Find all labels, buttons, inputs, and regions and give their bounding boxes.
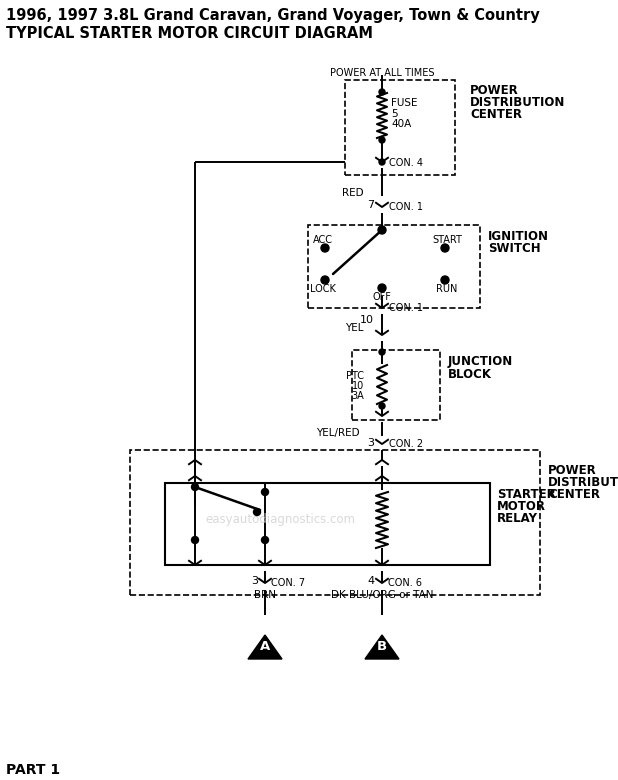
Text: DISTRIBUTION: DISTRIBUTION [470,95,565,108]
Text: 3: 3 [367,438,374,448]
Text: DISTRIBUTION: DISTRIBUTION [548,476,618,488]
Circle shape [378,226,386,234]
Text: CON. 2: CON. 2 [389,439,423,449]
Circle shape [379,403,385,409]
Text: JUNCTION: JUNCTION [448,356,514,368]
Text: YEL: YEL [345,323,364,333]
Circle shape [379,89,385,95]
Text: LOCK: LOCK [310,284,336,294]
Text: 1996, 1997 3.8L Grand Caravan, Grand Voyager, Town & Country: 1996, 1997 3.8L Grand Caravan, Grand Voy… [6,8,540,23]
Text: PTC: PTC [346,371,364,381]
Circle shape [379,159,385,165]
Text: MOTOR: MOTOR [497,501,546,513]
Text: FUSE: FUSE [391,98,418,108]
Text: STARTER: STARTER [497,488,556,502]
Text: TYPICAL STARTER MOTOR CIRCUIT DIAGRAM: TYPICAL STARTER MOTOR CIRCUIT DIAGRAM [6,26,373,41]
Circle shape [261,537,268,544]
Text: BRN: BRN [254,590,276,600]
Text: PART 1: PART 1 [6,763,60,777]
Text: OFF: OFF [373,292,391,302]
Text: 3A: 3A [351,391,364,401]
Text: POWER AT ALL TIMES: POWER AT ALL TIMES [330,68,434,78]
Circle shape [192,537,198,544]
Bar [345,80,455,175]
Text: 7: 7 [367,200,374,210]
Text: CON. 7: CON. 7 [271,578,305,588]
Text: RED: RED [342,188,364,198]
Text: CENTER: CENTER [548,488,600,501]
Text: YEL/RED: YEL/RED [316,428,360,438]
Text: POWER: POWER [548,463,597,477]
Text: easyautodiagnostics.com: easyautodiagnostics.com [205,513,355,526]
Circle shape [378,284,386,292]
Text: RELAY: RELAY [497,512,538,526]
Text: BLOCK: BLOCK [448,367,492,381]
Bar [352,350,440,420]
Polygon shape [365,635,399,659]
Text: A: A [260,640,270,654]
Circle shape [441,244,449,252]
Circle shape [321,244,329,252]
Circle shape [253,509,261,516]
Text: SWITCH: SWITCH [488,243,541,256]
Bar [165,483,490,565]
Text: 10: 10 [352,381,364,391]
Polygon shape [248,635,282,659]
Text: CENTER: CENTER [470,108,522,120]
Circle shape [441,276,449,284]
Text: ACC: ACC [313,235,333,245]
Text: IGNITION: IGNITION [488,231,549,243]
Text: 40A: 40A [391,119,411,129]
Text: POWER: POWER [470,83,519,97]
Bar [130,450,540,595]
Circle shape [379,137,385,143]
Circle shape [321,276,329,284]
Text: B: B [377,640,387,654]
Text: CON. 1: CON. 1 [389,202,423,212]
Text: CON. 1: CON. 1 [389,303,423,313]
Text: DK BLU/ORG or TAN: DK BLU/ORG or TAN [331,590,433,600]
Text: CON. 6: CON. 6 [388,578,422,588]
Text: RUN: RUN [436,284,458,294]
Text: 3: 3 [251,576,258,586]
Circle shape [192,484,198,491]
Text: 5: 5 [391,109,397,119]
Circle shape [261,488,268,495]
Text: 4: 4 [368,576,375,586]
Bar [308,225,480,308]
Text: 10: 10 [360,315,374,325]
Circle shape [379,349,385,355]
Text: CON. 4: CON. 4 [389,158,423,168]
Text: START: START [432,235,462,245]
